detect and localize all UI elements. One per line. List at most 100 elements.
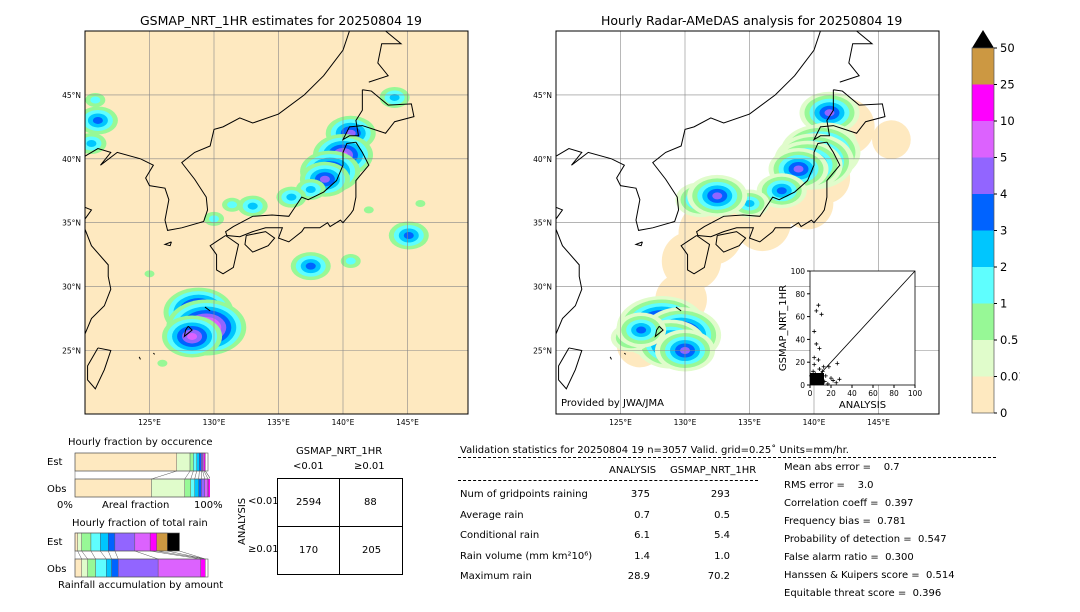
coastline (85, 206, 112, 335)
colorbar: 0 0.01 0.5 1 2 3 4 5 10 25 50 (971, 30, 1020, 420)
lon-tick: 135°E (267, 418, 290, 427)
connector-line (203, 470, 209, 480)
coastline (680, 235, 711, 275)
occ-xmax: 100% (194, 500, 223, 511)
rain-area (636, 326, 647, 334)
est-bar-segment (156, 532, 168, 552)
stat-row-label: Average rain (460, 509, 524, 521)
coastline (341, 89, 415, 141)
scatter-point (812, 329, 817, 334)
total-rain-title: Hourly fraction of total rain (72, 518, 208, 529)
left-map: 125°E 130°E 135°E 140°E 145°E 45°N 40°N 35°N 30°… (62, 30, 469, 427)
stat-row-label: Rain volume (mm km²10⁶) (460, 550, 593, 562)
est-bar-segment (176, 452, 191, 472)
colorbar-label: 25 (1000, 78, 1015, 92)
est-bar-segment (134, 532, 151, 552)
coastline (839, 31, 874, 83)
row-title: ANALYSIS (237, 497, 248, 545)
colorbar-segment (972, 84, 994, 121)
map-frame (84, 30, 469, 415)
score-line: RMS error = 3.0 (784, 480, 874, 491)
obs-bar-segment (157, 558, 201, 578)
est-bar-segment (74, 452, 177, 472)
scatter-point (814, 308, 819, 313)
obs-bar-segment (118, 558, 159, 578)
lat-tick: 25°N (533, 347, 552, 356)
scatter-point (811, 369, 816, 374)
occ-xmin: 0% (57, 500, 73, 511)
cell-hit-none: 2594 (296, 497, 322, 508)
est-bar-segment (100, 532, 109, 552)
obs-bar-segment (198, 478, 202, 498)
est-bar-segment (189, 452, 194, 472)
x-tick-label: 20 (826, 389, 836, 398)
est-bar-segment (193, 452, 197, 472)
colorbar-label: 0 (1000, 406, 1007, 420)
scatter-inset: 00 20 20 40 40 60 60 80 80 100 100 ANALYSIS GSMAP_NR… (778, 267, 922, 410)
colorbar-segment (972, 340, 994, 377)
x-tick-label: 40 (847, 389, 857, 398)
x-axis-label: ANALYSIS (839, 400, 886, 410)
scatter-point (835, 361, 840, 366)
est-bar-segment (77, 532, 82, 552)
scatter-point (823, 373, 828, 378)
coastline (634, 241, 643, 247)
connector-line (114, 550, 119, 560)
obs-bar-segment (200, 558, 206, 578)
scatter-point (820, 369, 825, 374)
lon-tick: 145°E (396, 418, 419, 427)
scatter-point (812, 355, 817, 360)
score-line: Mean abs error = 0.7 (784, 462, 900, 473)
dense-points (810, 373, 824, 385)
colorbar-segment (972, 267, 994, 304)
occurrence-bars (74, 452, 210, 498)
rain-area (793, 165, 804, 173)
score-line: Probability of detection = 0.547 (784, 534, 947, 545)
coastline (812, 89, 886, 141)
est-bar-frame (74, 532, 180, 552)
lat-tick: 30°N (533, 283, 552, 292)
col-gsmap: GSMAP_NRT_1HR (670, 465, 757, 476)
tr-xlabel: Rainfall accumulation by amount (58, 580, 224, 591)
coastline (696, 141, 841, 243)
obs-bar-segment (201, 478, 205, 498)
coastline (87, 347, 112, 390)
connector-line (90, 550, 96, 560)
scatter-point (829, 376, 833, 381)
score-line: Frequency bias = 0.781 (784, 516, 906, 527)
coastline (654, 325, 664, 338)
contingency-table: 2594 88 170 205 (277, 478, 403, 575)
scatter-point (834, 380, 839, 385)
colorbar-segment (972, 230, 994, 267)
occ-obs-label: Obs (47, 484, 67, 495)
est-bar-segment (81, 532, 92, 552)
col-analysis: ANALYSIS (609, 465, 657, 476)
obs-bar-segment (74, 558, 82, 578)
analysis-domain (872, 120, 911, 159)
rain-area (319, 175, 330, 183)
colorbar-segment (972, 194, 994, 231)
total-rain-bars (74, 532, 209, 578)
connector-line (198, 470, 200, 480)
coastline (244, 231, 276, 253)
colorbar-segment (972, 48, 994, 85)
colorbar-label: 5 (1000, 151, 1007, 165)
coastline (675, 306, 682, 312)
connector-line (179, 550, 206, 560)
colorbar-label: 1 (1000, 297, 1007, 311)
coastline (225, 141, 370, 243)
lat-tick: 35°N (62, 219, 81, 228)
lat-tick: 45°N (62, 91, 81, 100)
colorbar-label: 2 (1000, 260, 1007, 274)
lat-tick: 40°N (62, 155, 81, 164)
colorbar-label: 50 (1000, 41, 1015, 55)
colorbar-label: 0.01 (1000, 370, 1020, 384)
y-tick-label: 20 (795, 358, 805, 367)
lon-tick: 140°E (803, 418, 826, 427)
coastline (85, 31, 350, 231)
colorbar-segment (972, 376, 994, 413)
scatter-point (812, 362, 817, 367)
scatter-point (826, 364, 831, 369)
cell-hit: 205 (362, 545, 382, 556)
lon-tick: 130°E (674, 418, 697, 427)
